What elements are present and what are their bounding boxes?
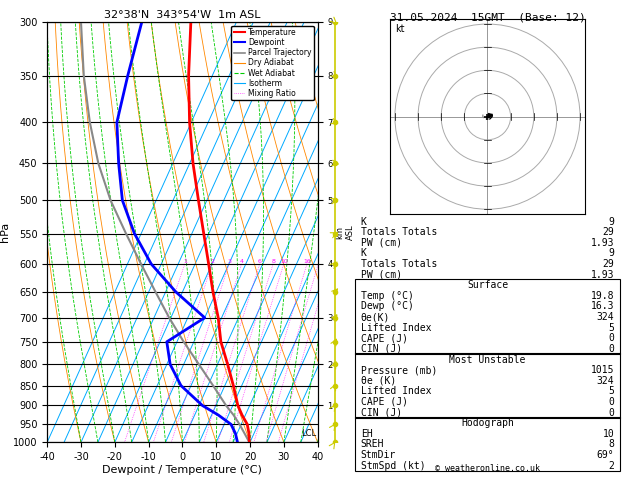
- Y-axis label: hPa: hPa: [0, 222, 10, 242]
- Text: 1: 1: [183, 259, 187, 264]
- Text: 5: 5: [608, 323, 615, 333]
- Text: 5: 5: [608, 386, 615, 397]
- Text: kt: kt: [395, 24, 404, 34]
- Text: LCL: LCL: [301, 429, 316, 438]
- Bar: [355, 353, 620, 418]
- Text: CAPE (J): CAPE (J): [360, 397, 408, 407]
- Text: Dewp (°C): Dewp (°C): [360, 301, 413, 312]
- Text: 4: 4: [240, 259, 243, 264]
- Text: Temp (°C): Temp (°C): [360, 291, 413, 301]
- Text: EH: EH: [360, 429, 372, 439]
- Text: 324: 324: [597, 376, 615, 386]
- Text: 29: 29: [603, 227, 615, 237]
- Text: 10: 10: [280, 259, 287, 264]
- Y-axis label: km
ASL: km ASL: [335, 224, 355, 240]
- Text: 2: 2: [210, 259, 214, 264]
- Text: 9: 9: [608, 217, 615, 226]
- Legend: Temperature, Dewpoint, Parcel Trajectory, Dry Adiabat, Wet Adiabat, Isotherm, Mi: Temperature, Dewpoint, Parcel Trajectory…: [231, 26, 314, 100]
- Text: 2: 2: [608, 461, 615, 470]
- Text: 0: 0: [608, 397, 615, 407]
- Text: θe (K): θe (K): [360, 376, 396, 386]
- Text: 16: 16: [303, 259, 311, 264]
- Text: 29: 29: [603, 259, 615, 269]
- Text: StmDir: StmDir: [360, 450, 396, 460]
- Text: 10: 10: [603, 429, 615, 439]
- Bar: [355, 279, 620, 354]
- Text: Totals Totals: Totals Totals: [360, 259, 437, 269]
- Text: SREH: SREH: [360, 439, 384, 450]
- Text: Totals Totals: Totals Totals: [360, 227, 437, 237]
- Text: StmSpd (kt): StmSpd (kt): [360, 461, 425, 470]
- Text: PW (cm): PW (cm): [360, 270, 402, 279]
- Title: 32°38'N  343°54'W  1m ASL: 32°38'N 343°54'W 1m ASL: [104, 10, 260, 20]
- Text: 16.3: 16.3: [591, 301, 615, 312]
- Text: 6: 6: [258, 259, 262, 264]
- Text: 69°: 69°: [597, 450, 615, 460]
- Text: Most Unstable: Most Unstable: [449, 355, 526, 364]
- Text: PW (cm): PW (cm): [360, 238, 402, 248]
- Text: Hodograph: Hodograph: [461, 418, 514, 428]
- Text: 3: 3: [227, 259, 231, 264]
- Text: Surface: Surface: [467, 280, 508, 290]
- Text: 0: 0: [608, 333, 615, 343]
- X-axis label: Dewpoint / Temperature (°C): Dewpoint / Temperature (°C): [103, 465, 262, 475]
- Text: 9: 9: [608, 248, 615, 259]
- Bar: [355, 417, 620, 471]
- Text: 1015: 1015: [591, 365, 615, 375]
- Text: Lifted Index: Lifted Index: [360, 386, 431, 397]
- Text: 19.8: 19.8: [591, 291, 615, 301]
- Text: Pressure (mb): Pressure (mb): [360, 365, 437, 375]
- Text: 8: 8: [608, 439, 615, 450]
- Text: 324: 324: [597, 312, 615, 322]
- Text: CIN (J): CIN (J): [360, 344, 402, 354]
- Text: θe(K): θe(K): [360, 312, 390, 322]
- Text: 8: 8: [271, 259, 275, 264]
- Text: 1.93: 1.93: [591, 238, 615, 248]
- Text: CAPE (J): CAPE (J): [360, 333, 408, 343]
- Text: © weatheronline.co.uk: © weatheronline.co.uk: [435, 464, 540, 473]
- Text: CIN (J): CIN (J): [360, 408, 402, 417]
- Text: K: K: [360, 248, 367, 259]
- Text: 0: 0: [608, 408, 615, 417]
- Text: 0: 0: [608, 344, 615, 354]
- Text: Lifted Index: Lifted Index: [360, 323, 431, 333]
- Text: 31.05.2024  15GMT  (Base: 12): 31.05.2024 15GMT (Base: 12): [389, 12, 586, 22]
- Text: K: K: [360, 217, 367, 226]
- Text: 1.93: 1.93: [591, 270, 615, 279]
